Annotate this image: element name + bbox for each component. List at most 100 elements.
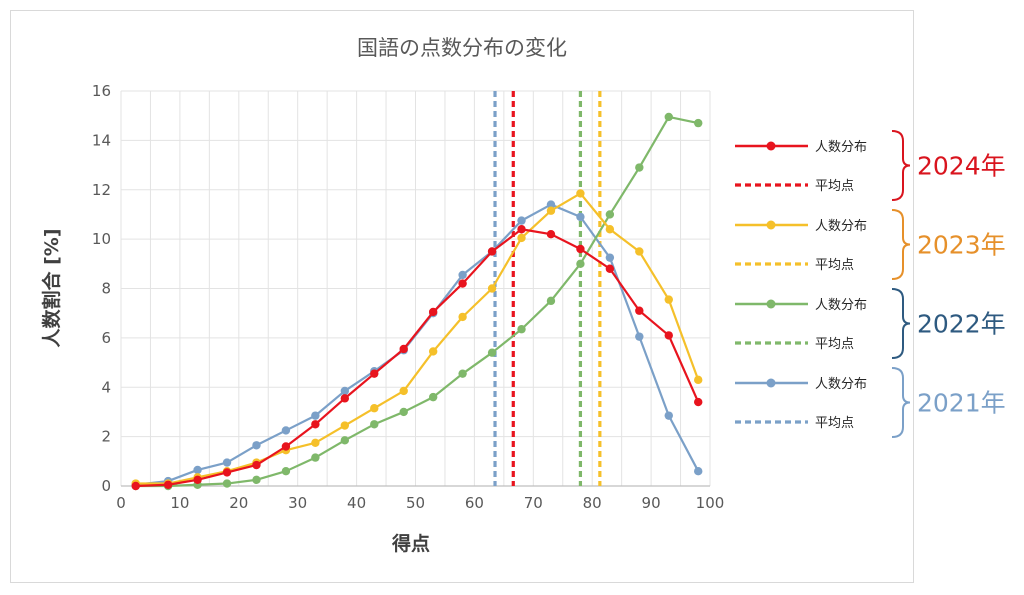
data-point-2022年 (311, 453, 320, 462)
data-point-2021年 (222, 458, 232, 467)
data-point-2024年 (163, 480, 173, 489)
legend-year-label: 2023年 (917, 231, 1006, 260)
data-point-2024年 (193, 475, 202, 485)
data-point-2022年 (399, 407, 408, 417)
data-point-2024年 (222, 468, 232, 477)
y-tick-label: 0 (101, 477, 111, 495)
data-point-2023年 (428, 347, 438, 356)
mean-lines (493, 91, 602, 486)
data-point-2023年 (694, 375, 703, 385)
data-point-2024年 (458, 279, 467, 288)
data-point-2022年 (340, 436, 350, 445)
data-point-2024年 (131, 481, 140, 491)
data-point-2021年 (252, 441, 261, 450)
data-point-2022年 (546, 296, 556, 306)
data-point-2024年 (517, 225, 526, 234)
data-point-2024年 (576, 244, 585, 254)
data-point-2023年 (546, 206, 556, 215)
x-tick-label: 70 (524, 494, 543, 512)
data-point-2022年 (458, 369, 467, 378)
data-point-2024年 (252, 460, 261, 470)
legend-brace-2021年 (891, 367, 911, 438)
legend-label: 平均点 (815, 258, 854, 273)
axes: 0 10 20 30 40 50 60 70 80 90 100 0 2 4 6 8 10 12 14 16 (92, 82, 724, 512)
legend-label: 平均点 (815, 416, 854, 431)
x-tick-label: 30 (288, 494, 307, 512)
y-tick-label: 16 (92, 82, 111, 100)
legend-label: 平均点 (815, 337, 854, 352)
data-point-2021年 (458, 270, 467, 280)
chart-frame (10, 10, 914, 583)
x-tick-label: 20 (229, 494, 248, 512)
data-point-2024年 (281, 442, 291, 451)
data-point-2023年 (487, 284, 497, 293)
legend-marker-2021年 (766, 378, 776, 388)
data-point-2022年 (370, 420, 379, 429)
data-point-2022年 (694, 118, 703, 128)
data-point-2024年 (635, 306, 644, 315)
data-point-2022年 (428, 392, 438, 402)
legend-year-label: 2022年 (917, 310, 1006, 339)
series-group (131, 112, 703, 491)
data-point-2022年 (664, 112, 673, 122)
data-point-2023年 (517, 233, 526, 243)
data-point-2022年 (487, 348, 497, 357)
data-point-2021年 (517, 216, 526, 225)
data-point-2022年 (222, 479, 232, 488)
data-point-2023年 (635, 247, 644, 256)
data-point-2023年 (664, 295, 673, 304)
data-point-2024年 (664, 331, 673, 340)
legend-label: 人数分布 (815, 140, 867, 155)
x-tick-label: 80 (583, 494, 602, 512)
x-axis-label: 得点 (391, 532, 430, 555)
data-point-2022年 (635, 163, 644, 172)
y-tick-label: 10 (92, 230, 111, 248)
data-point-2021年 (576, 212, 585, 222)
data-point-2024年 (340, 394, 350, 403)
x-tick-label: 90 (642, 494, 661, 512)
data-point-2022年 (605, 210, 615, 219)
x-tick-label: 10 (170, 494, 189, 512)
data-point-2023年 (605, 225, 615, 234)
legend-year-label: 2024年 (917, 152, 1006, 181)
legend-brace-2023年 (891, 209, 911, 280)
data-point-2023年 (340, 421, 350, 430)
data-point-2024年 (694, 397, 703, 407)
y-tick-label: 12 (92, 181, 111, 199)
data-point-2024年 (399, 344, 408, 354)
chart-title: 国語の点数分布の変化 (357, 36, 567, 60)
y-tick-label: 4 (101, 378, 111, 396)
y-tick-label: 6 (101, 329, 111, 347)
y-tick-label: 14 (92, 131, 111, 149)
legend-marker-2023年 (766, 220, 776, 230)
data-point-2023年 (399, 386, 408, 396)
grid (120, 90, 711, 487)
data-point-2023年 (458, 312, 467, 322)
legend-brace-2024年 (891, 130, 911, 201)
data-point-2024年 (487, 247, 497, 256)
data-point-2022年 (281, 466, 291, 476)
data-point-2022年 (252, 475, 261, 485)
legend-year-label: 2021年 (917, 389, 1006, 418)
legend-label: 人数分布 (815, 219, 867, 234)
data-point-2021年 (311, 411, 320, 420)
legend-label: 人数分布 (815, 377, 867, 392)
data-point-2023年 (576, 189, 585, 198)
data-point-2021年 (340, 386, 350, 396)
y-tick-label: 8 (101, 280, 111, 298)
x-tick-label: 60 (465, 494, 484, 512)
legend-marker-2024年 (766, 141, 776, 151)
data-point-2024年 (428, 307, 438, 317)
data-point-2021年 (694, 466, 703, 476)
legend-brace-2022年 (891, 288, 911, 359)
x-tick-label: 0 (116, 494, 126, 512)
data-point-2021年 (635, 332, 644, 341)
data-point-2024年 (370, 369, 379, 378)
y-axis-label: 人数割合 [%] (40, 228, 63, 347)
series-line-2021年 (135, 203, 700, 486)
x-tick-label: 100 (696, 494, 725, 512)
series-line-2024年 (135, 228, 700, 488)
data-point-2024年 (546, 229, 556, 239)
data-point-2021年 (546, 200, 556, 209)
